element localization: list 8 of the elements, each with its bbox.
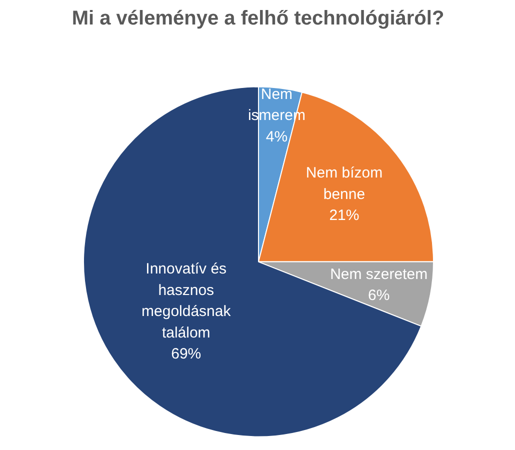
data-label: 69% [171, 346, 202, 363]
data-label: 4% [266, 128, 288, 146]
slice-label: Nem szeretem [330, 266, 428, 283]
data-label: 21% [329, 207, 360, 224]
slice-label: Innovatív és hasznos megoldásnak találom [142, 260, 232, 342]
data-label: 6% [368, 287, 390, 304]
chart-title: Mi a véleménye a felhő technológiáról? [72, 8, 444, 30]
slice-label: Nem bízom benne [306, 164, 383, 203]
